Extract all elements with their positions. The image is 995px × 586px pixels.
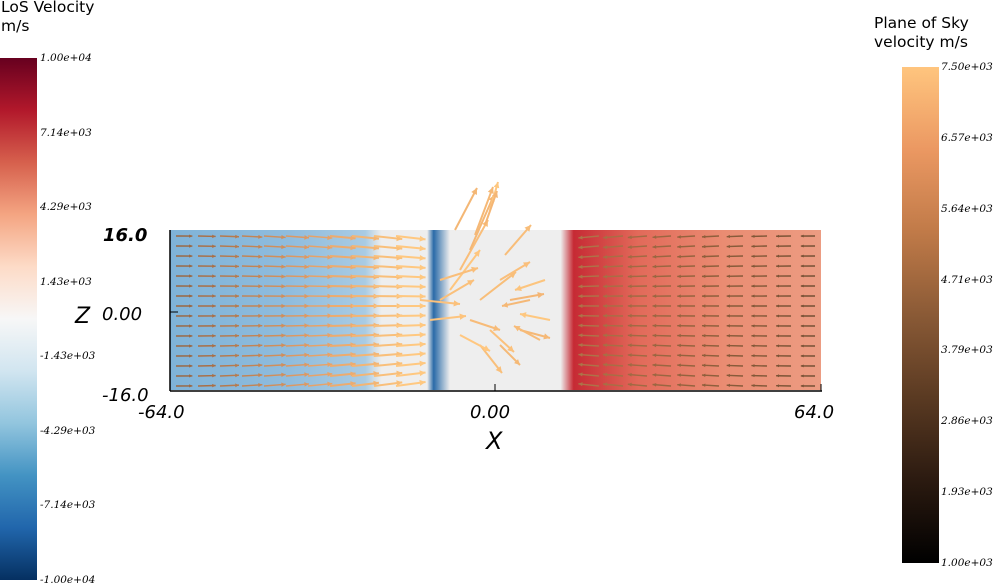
y-tick-mid: 0.00 <box>102 304 142 325</box>
x-tick-right: 64.0 <box>794 402 834 423</box>
y-tick-top: 16.0 <box>103 225 147 246</box>
x-axis-label: X <box>484 427 503 455</box>
y-axis-label: Z <box>74 304 91 329</box>
x-tick-left: -64.0 <box>138 402 185 423</box>
velocity-arrow <box>485 191 498 225</box>
x-tick-mid: 0.00 <box>470 402 510 423</box>
velocity-arrow <box>455 188 477 230</box>
